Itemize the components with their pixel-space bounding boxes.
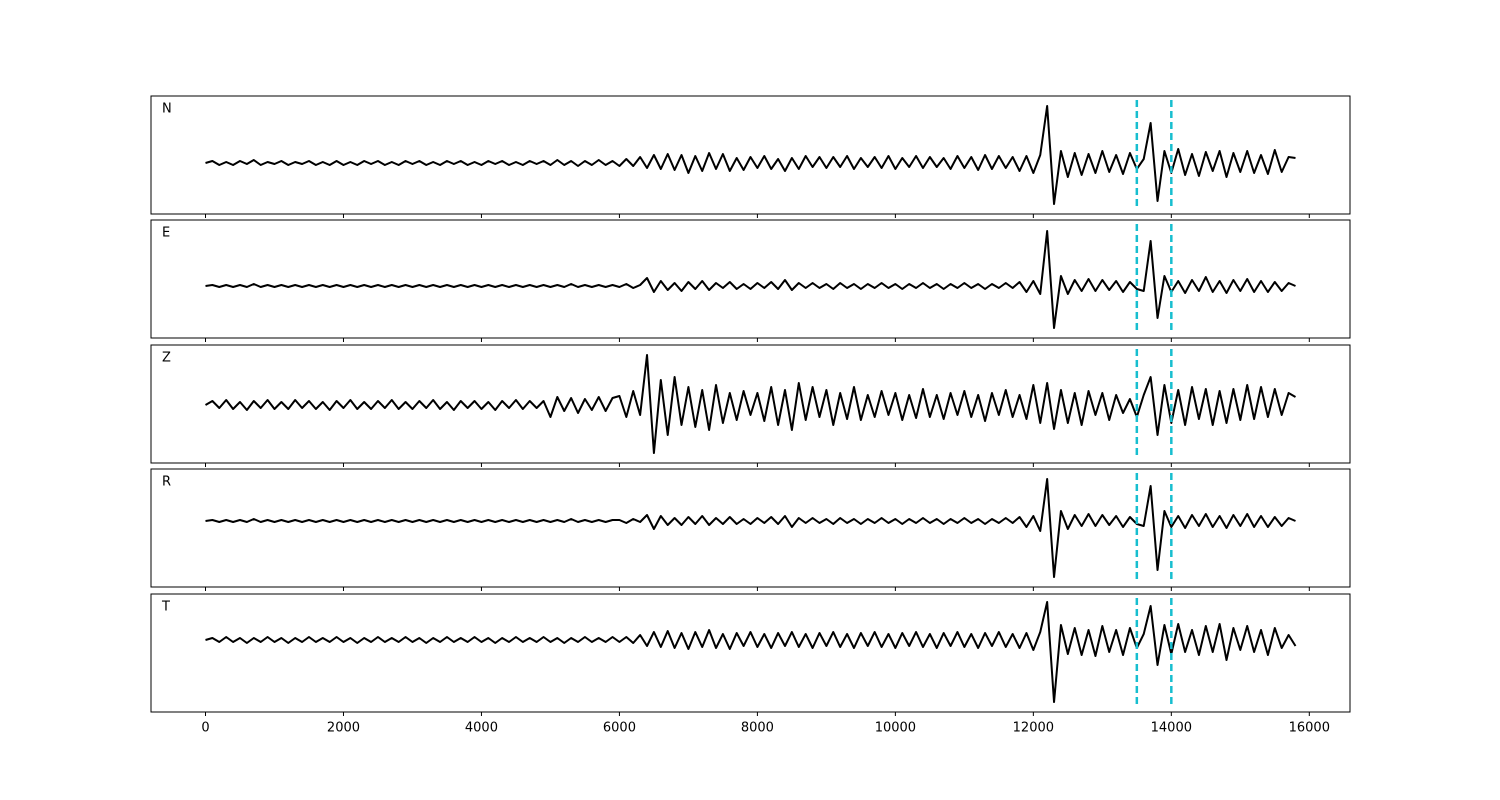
panel-label: Z [162, 351, 171, 366]
panel-label: R [162, 475, 171, 490]
panel-frame [150, 593, 1351, 713]
panel-label: N [162, 102, 172, 117]
panel-label: T [161, 600, 170, 615]
x-tick-label: 4000 [465, 721, 498, 736]
panel-frame [150, 219, 1351, 339]
x-tick-label: 12000 [1013, 721, 1054, 736]
x-tick-label: 0 [201, 721, 209, 736]
x-tick-label: 14000 [1151, 721, 1192, 736]
trace [205, 478, 1296, 578]
trace [204, 354, 1297, 454]
panel-frame [150, 344, 1351, 464]
x-tick-label: 2000 [327, 721, 360, 736]
trace [205, 601, 1297, 703]
x-tick-label: 6000 [603, 721, 636, 736]
panel-frame [150, 468, 1351, 588]
x-tick-label: 8000 [741, 721, 774, 736]
trace [205, 105, 1296, 205]
trace [205, 230, 1296, 329]
x-tick-label: 10000 [875, 721, 916, 736]
panel-label: E [162, 226, 170, 241]
panel-frame [150, 95, 1351, 215]
x-tick-label: 16000 [1289, 721, 1330, 736]
